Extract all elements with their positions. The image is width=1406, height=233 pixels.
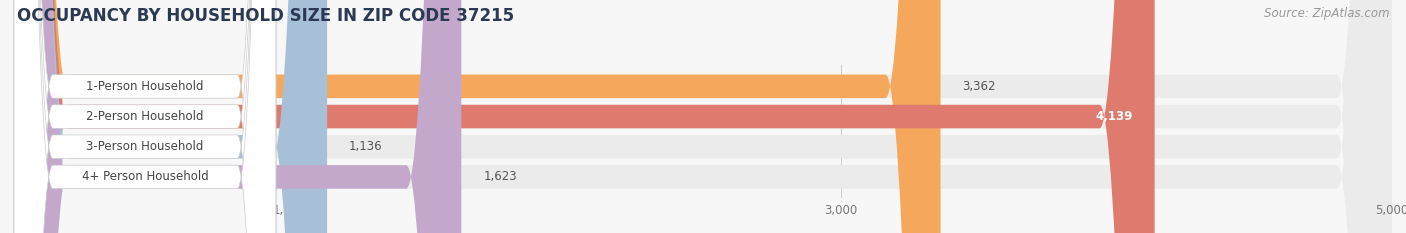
FancyBboxPatch shape (14, 0, 1154, 233)
Text: 3-Person Household: 3-Person Household (86, 140, 204, 153)
FancyBboxPatch shape (14, 0, 1392, 233)
Text: 1-Person Household: 1-Person Household (86, 80, 204, 93)
FancyBboxPatch shape (14, 0, 461, 233)
Text: Source: ZipAtlas.com: Source: ZipAtlas.com (1264, 7, 1389, 20)
Text: OCCUPANCY BY HOUSEHOLD SIZE IN ZIP CODE 37215: OCCUPANCY BY HOUSEHOLD SIZE IN ZIP CODE … (17, 7, 515, 25)
Text: 4,139: 4,139 (1095, 110, 1133, 123)
Text: 1,136: 1,136 (349, 140, 382, 153)
FancyBboxPatch shape (14, 0, 1392, 233)
Text: 1,623: 1,623 (484, 170, 517, 183)
FancyBboxPatch shape (14, 0, 328, 233)
FancyBboxPatch shape (14, 0, 941, 233)
Text: 2-Person Household: 2-Person Household (86, 110, 204, 123)
FancyBboxPatch shape (14, 0, 276, 233)
FancyBboxPatch shape (14, 0, 276, 233)
FancyBboxPatch shape (14, 0, 1392, 233)
Text: 3,362: 3,362 (963, 80, 995, 93)
FancyBboxPatch shape (14, 0, 276, 233)
FancyBboxPatch shape (14, 0, 1392, 233)
FancyBboxPatch shape (14, 0, 276, 233)
Text: 4+ Person Household: 4+ Person Household (82, 170, 208, 183)
